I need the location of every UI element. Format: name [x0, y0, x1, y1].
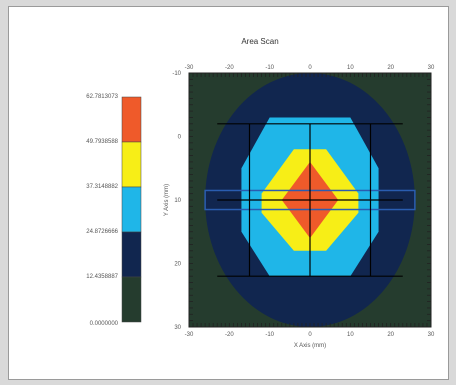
legend-level-label: 0.0000000: [89, 321, 118, 327]
x-tick-label: 20: [387, 332, 394, 338]
y-tick-label: 0: [178, 135, 182, 141]
legend-swatch: [121, 96, 142, 143]
x-tick-label: -20: [225, 332, 234, 338]
x-tick-label: -30: [185, 65, 194, 71]
legend-level-label: 62.7813073: [86, 94, 118, 100]
y-tick-label: -10: [172, 71, 181, 77]
x-tick-label: 0: [308, 332, 312, 338]
x-tick-label: 30: [428, 332, 435, 338]
legend-swatch: [121, 276, 142, 323]
x-tick-label: 20: [387, 65, 394, 71]
plot-area: -30 -30 -20 -20 -10 -10 0 0 10 10 20 20 30 30 -10 0 10 20…: [164, 65, 435, 349]
x-tick-label: -20: [225, 65, 234, 71]
y-tick-label: 20: [174, 262, 181, 268]
x-tick-label: 10: [347, 65, 354, 71]
legend-swatch: [121, 231, 142, 278]
y-axis-label: Y Axis (mm): [164, 184, 170, 216]
legend-level-label: 37.3148882: [86, 184, 118, 190]
legend-level-label: 12.4358887: [86, 274, 118, 280]
x-axis-label: X Axis (mm): [294, 343, 326, 349]
legend-level-label: 24.8726666: [86, 229, 118, 235]
x-tick-label: 30: [428, 65, 435, 71]
chart-title: Area Scan: [241, 37, 279, 46]
legend-swatch: [121, 186, 142, 233]
legend-swatch: [121, 141, 142, 188]
y-tick-label: 10: [174, 198, 181, 204]
y-tick-label: 30: [174, 325, 181, 331]
contour-layers: [189, 73, 431, 327]
x-tick-label: -10: [265, 65, 274, 71]
x-tick-label: 0: [308, 65, 312, 71]
x-tick-label: -30: [185, 332, 194, 338]
x-tick-label: 10: [347, 332, 354, 338]
legend-level-label: 49.7938588: [86, 139, 118, 145]
legend: [121, 96, 142, 323]
x-tick-label: -10: [265, 332, 274, 338]
